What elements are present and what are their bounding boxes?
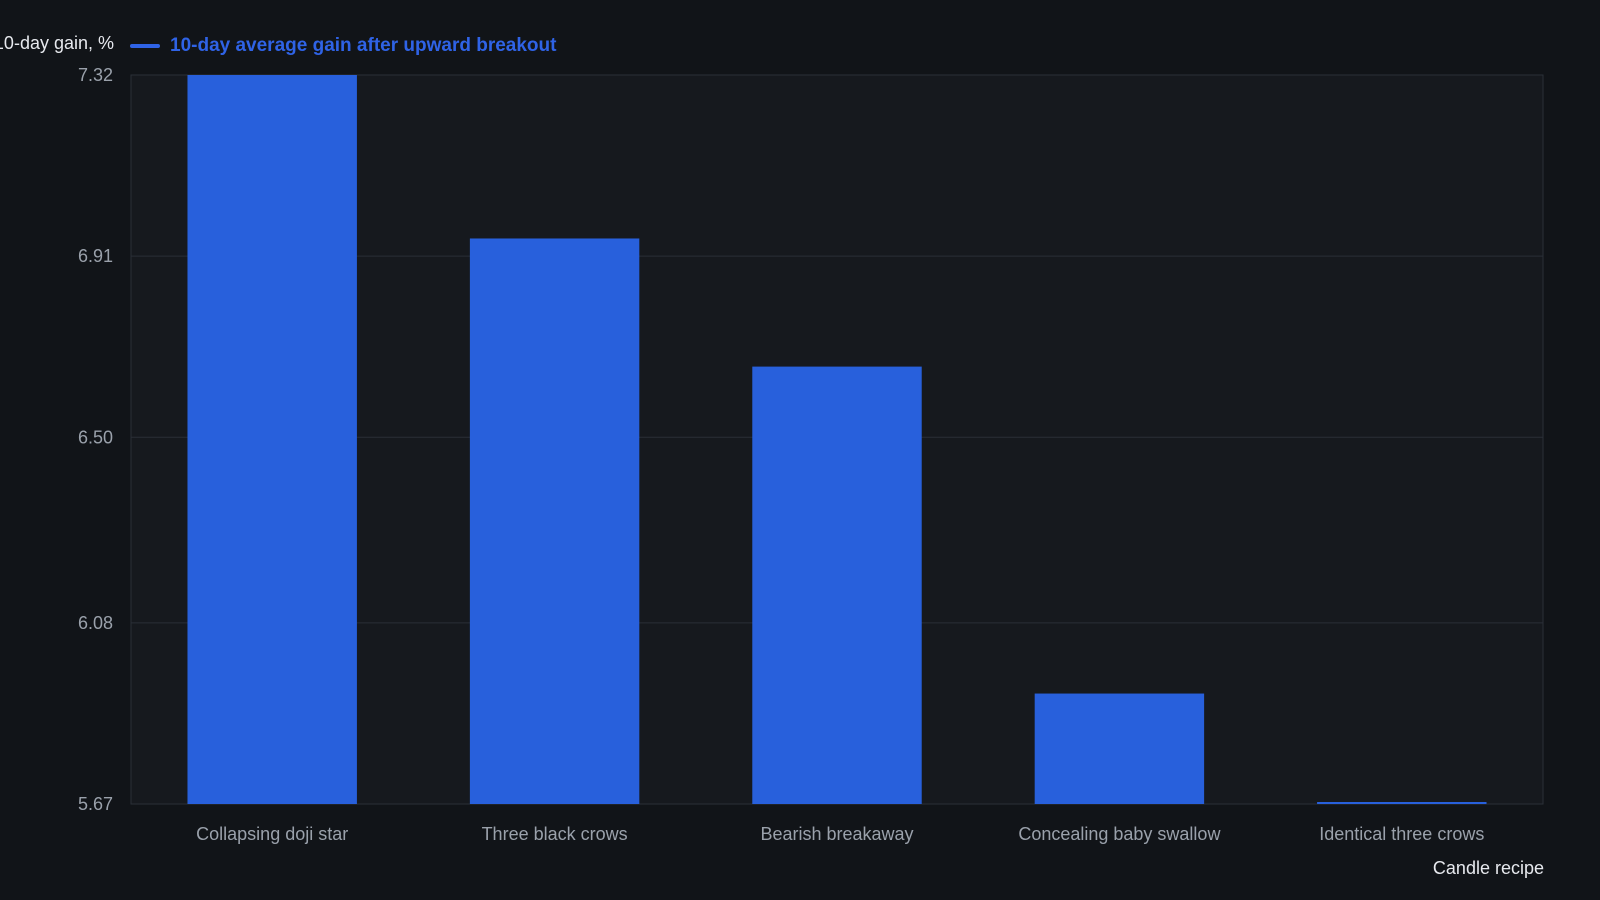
x-axis-title: Candle recipe (1432, 858, 1544, 878)
bar (1034, 693, 1205, 804)
legend[interactable]: 10-day average gain after upward breakou… (130, 35, 556, 57)
y-tick-label: 6.91 (78, 246, 113, 266)
x-tick-label: Collapsing doji star (196, 824, 348, 844)
x-tick-label: Three black crows (482, 824, 628, 844)
bar (1317, 802, 1487, 804)
bar (752, 366, 922, 804)
y-tick-label: 6.50 (78, 427, 113, 447)
x-tick-label: Identical three crows (1319, 824, 1484, 844)
legend-swatch (130, 44, 160, 48)
bar (187, 75, 357, 804)
y-tick-label: 7.32 (78, 65, 113, 85)
bar (469, 238, 640, 805)
y-axis-title: 10-day gain, % (0, 33, 114, 53)
y-tick-label: 5.67 (78, 794, 113, 814)
y-tick-label: 6.08 (78, 613, 113, 633)
x-tick-label: Concealing baby swallow (1018, 824, 1221, 844)
legend-label: 10-day average gain after upward breakou… (170, 35, 557, 56)
x-tick-label: Bearish breakaway (760, 824, 913, 844)
